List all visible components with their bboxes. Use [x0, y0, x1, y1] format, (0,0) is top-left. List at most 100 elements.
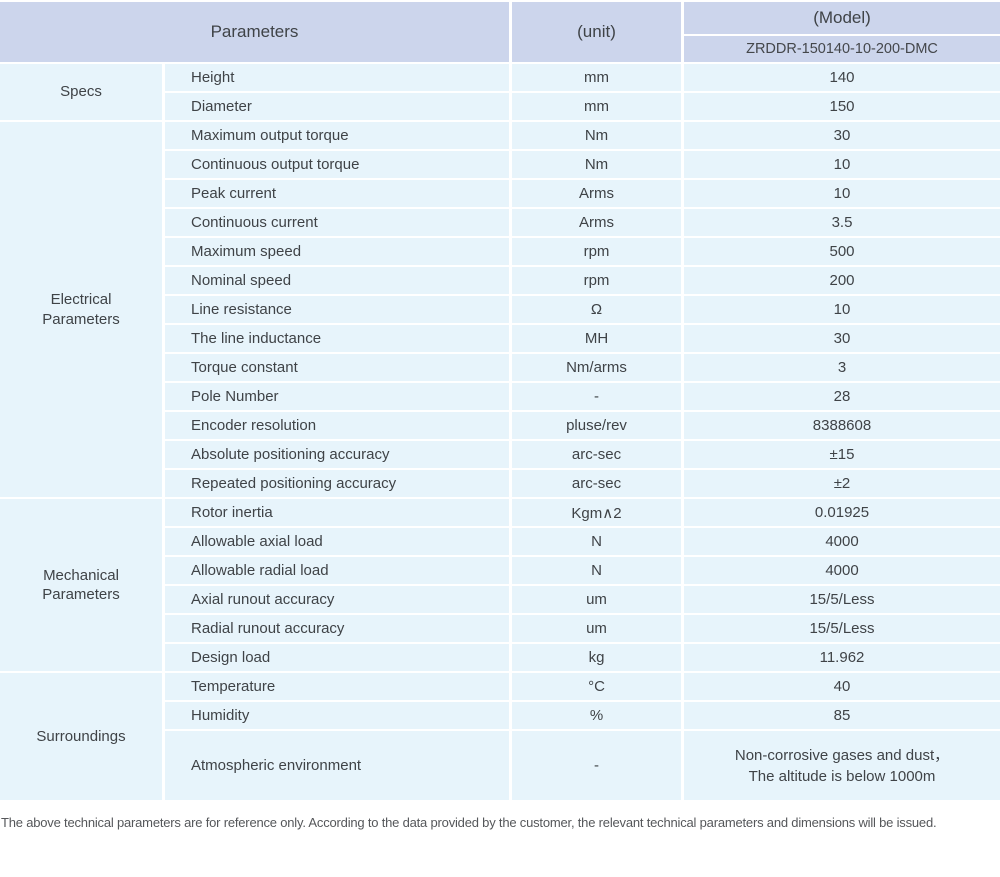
table-row: Humidity% 85	[0, 702, 1000, 731]
parameter-unit: °C	[512, 673, 684, 702]
parameter-unit: Ω	[512, 296, 684, 325]
parameter-unit: rpm	[512, 238, 684, 267]
parameter-name: Maximum speed	[165, 238, 512, 267]
parameter-name: Encoder resolution	[165, 412, 512, 441]
parameter-value: 10	[684, 296, 1000, 325]
header-row-top: Parameters (unit) (Model)	[0, 2, 1000, 64]
table-row: Surroundings Temperature °C 40	[0, 673, 1000, 802]
parameter-unit: pluse/rev	[512, 412, 684, 441]
spec-table-body: Specs Height mm 140 Diameter mm 150 Electrical …	[0, 64, 1000, 802]
parameter-value: 11.962	[684, 644, 1000, 673]
parameter-value: ±2	[684, 470, 1000, 499]
unit-header: (unit)	[512, 2, 684, 64]
parameter-unit: um	[512, 586, 684, 615]
parameter-value: 4000	[684, 528, 1000, 557]
table-row: Specs Height mm 140	[0, 64, 1000, 122]
parameter-name: Design load	[165, 644, 512, 673]
parameter-name: Absolute positioning accuracy	[165, 441, 512, 470]
parameter-name: Maximum output torque	[165, 122, 512, 151]
parameter-name: Nominal speed	[165, 267, 512, 296]
section-label: Mechanical Parameters	[0, 499, 165, 673]
parameter-value: 15/5/Less	[684, 586, 1000, 615]
parameter-name: Allowable axial load	[165, 528, 512, 557]
parameter-value: 140	[684, 64, 1000, 93]
parameter-value: 150	[684, 93, 1000, 122]
parameter-unit: kg	[512, 644, 684, 673]
parameter-value: 200	[684, 267, 1000, 296]
parameter-name: Rotor inertia	[165, 499, 512, 528]
parameter-value: 15/5/Less	[684, 615, 1000, 644]
table-row: The line inductance MH 30	[0, 325, 1000, 354]
parameter-value: 4000	[684, 557, 1000, 586]
parameter-name: Continuous output torque	[165, 151, 512, 180]
model-code: ZRDDR-150140-10-200-DMC	[684, 36, 1000, 64]
spec-table-header: Parameters (unit) (Model) ZRDDR-150140-1…	[0, 2, 1000, 64]
table-row: Nominal speed rpm 200	[0, 267, 1000, 296]
section-label: Specs	[0, 64, 165, 122]
parameter-unit: Arms	[512, 209, 684, 238]
table-row: Line resistance Ω 10	[0, 296, 1000, 325]
parameter-unit: arc-sec	[512, 470, 684, 499]
section-label: Electrical Parameters	[0, 122, 165, 499]
parameter-name: Continuous current	[165, 209, 512, 238]
parameter-name: Temperature	[165, 673, 512, 702]
table-row: Torque constant Nm/arms 3	[0, 354, 1000, 383]
header-row-model-code: ZRDDR-150140-10-200-DMC	[0, 36, 1000, 64]
table-row: Allowable radial load N 4000	[0, 557, 1000, 586]
section-label: Surroundings	[0, 673, 165, 802]
parameter-value: 30	[684, 122, 1000, 151]
parameter-value: 3	[684, 354, 1000, 383]
model-header: (Model)	[684, 2, 1000, 37]
table-row: Atmospheric environment - Non-corrosive ga…	[0, 731, 1000, 802]
parameter-value: 30	[684, 325, 1000, 354]
parameter-name: Peak current	[165, 180, 512, 209]
table-row: Encoder resolution pluse/rev 8388608	[0, 412, 1000, 441]
parameter-unit: arc-sec	[512, 441, 684, 470]
spec-table: Parameters (unit) (Model) ZRDDR-150140-1…	[0, 2, 1000, 802]
parameter-unit: -	[512, 383, 684, 412]
parameter-unit: MH	[512, 325, 684, 354]
parameter-unit: N	[512, 528, 684, 557]
parameter-unit: -	[512, 731, 684, 802]
table-row: Radial runout accuracy um 15/5/Less	[0, 615, 1000, 644]
table-row: Maximum speed rpm 500	[0, 238, 1000, 267]
parameter-name: Repeated positioning accuracy	[165, 470, 512, 499]
parameter-value: 8388608	[684, 412, 1000, 441]
parameter-unit: N	[512, 557, 684, 586]
parameter-value: 3.5	[684, 209, 1000, 238]
table-row: Continuous current Arms 3.5	[0, 209, 1000, 238]
parameter-unit: Nm	[512, 122, 684, 151]
parameter-name: Pole Number	[165, 383, 512, 412]
parameter-name: Torque constant	[165, 354, 512, 383]
table-row: Pole Number -28	[0, 383, 1000, 412]
parameter-name: The line inductance	[165, 325, 512, 354]
parameter-name: Line resistance	[165, 296, 512, 325]
parameter-unit: Arms	[512, 180, 684, 209]
footer-note: The above technical parameters are for r…	[1, 815, 937, 830]
parameter-value: 85	[684, 702, 1000, 731]
table-row: Continuous output torque Nm 10	[0, 151, 1000, 180]
parameter-value: ±15	[684, 441, 1000, 470]
table-row: Allowable axial load N 4000	[0, 528, 1000, 557]
parameter-name: Axial runout accuracy	[165, 586, 512, 615]
table-row: Repeated positioning accuracy arc-sec ±2	[0, 470, 1000, 499]
table-row: Design load kg 11.962	[0, 644, 1000, 673]
parameter-name: Allowable radial load	[165, 557, 512, 586]
parameter-unit: um	[512, 615, 684, 644]
parameter-value: 500	[684, 238, 1000, 267]
parameter-unit: mm	[512, 64, 684, 93]
parameter-unit: mm	[512, 93, 684, 122]
parameter-unit: Nm	[512, 151, 684, 180]
parameter-name: Humidity	[165, 702, 512, 731]
table-row: Diameter mm 150	[0, 93, 1000, 122]
table-row: Electrical Parameters Maximum output torq…	[0, 122, 1000, 499]
parameter-name: Height	[165, 64, 512, 93]
parameter-name: Diameter	[165, 93, 512, 122]
parameter-unit: rpm	[512, 267, 684, 296]
parameter-name: Atmospheric environment	[165, 731, 512, 802]
parameter-value: 10	[684, 180, 1000, 209]
table-row: Absolute positioning accuracy arc-sec ±15	[0, 441, 1000, 470]
parameter-value: 28	[684, 383, 1000, 412]
table-row: Axial runout accuracy um 15/5/Less	[0, 586, 1000, 615]
